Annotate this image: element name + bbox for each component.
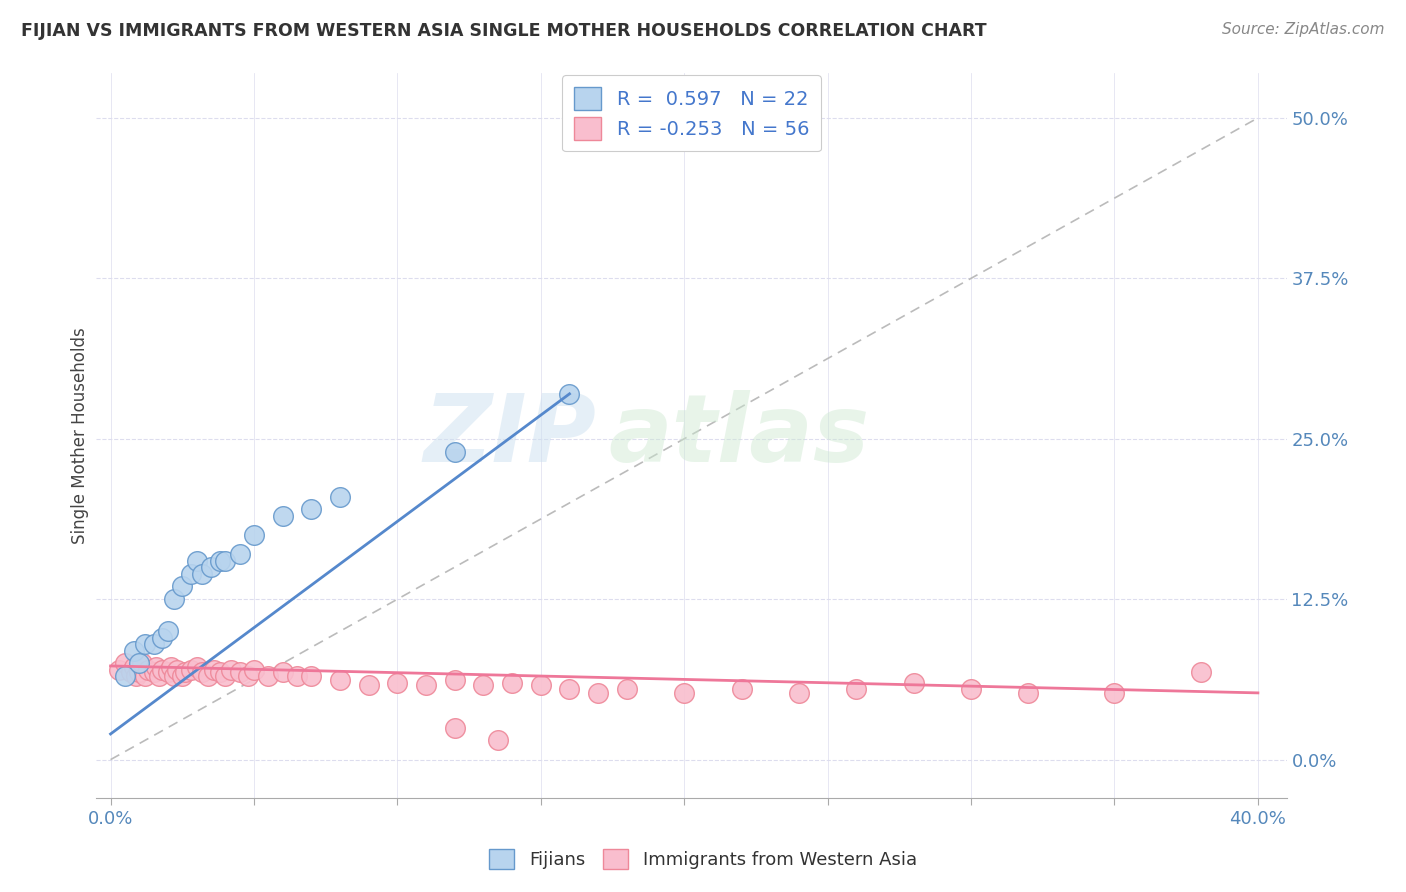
Point [186,554,208,568]
Point [357,678,380,692]
Point [558,681,581,696]
Point [150,663,173,677]
Point [903,675,925,690]
Point [243,528,266,542]
Point [114,669,136,683]
Point [186,660,208,674]
Point [257,669,280,683]
Point [219,663,242,677]
Point [128,665,150,680]
Point [329,673,352,687]
Point [174,665,197,680]
Point [156,624,179,639]
Point [156,665,179,680]
Point [787,686,810,700]
Point [673,686,696,700]
Point [387,675,409,690]
Text: atlas: atlas [607,390,869,482]
Point [142,665,165,680]
Point [202,663,225,677]
Point [443,673,465,687]
Point [191,665,214,680]
Point [136,663,159,677]
Point [243,663,266,677]
Point [172,669,194,683]
Point [228,665,250,680]
Point [180,566,202,581]
Legend: Fijians, Immigrants from Western Asia: Fijians, Immigrants from Western Asia [479,839,927,879]
Point [299,502,322,516]
Point [299,669,322,683]
Point [191,566,214,581]
Point [730,681,752,696]
Point [960,681,983,696]
Point [200,560,222,574]
Point [415,678,437,692]
Point [472,678,495,692]
Point [142,637,165,651]
Point [486,733,509,747]
Point [131,657,153,671]
Point [616,681,638,696]
Point [148,669,170,683]
Point [501,675,523,690]
Point [197,669,219,683]
Point [228,547,250,561]
Point [271,508,294,523]
Point [271,665,294,680]
Text: Source: ZipAtlas.com: Source: ZipAtlas.com [1222,22,1385,37]
Point [180,663,202,677]
Point [122,643,145,657]
Point [163,592,186,607]
Point [1104,686,1126,700]
Point [208,665,231,680]
Point [586,686,609,700]
Point [214,669,236,683]
Point [329,490,352,504]
Point [443,444,465,458]
Point [285,669,308,683]
Point [238,669,260,683]
Point [114,657,136,671]
Point [145,660,167,674]
Text: FIJIAN VS IMMIGRANTS FROM WESTERN ASIA SINGLE MOTHER HOUSEHOLDS CORRELATION CHAR: FIJIAN VS IMMIGRANTS FROM WESTERN ASIA S… [21,22,987,40]
Point [120,665,142,680]
Point [1189,665,1212,680]
Point [122,660,145,674]
Point [125,669,148,683]
Y-axis label: Single Mother Households: Single Mother Households [72,327,89,544]
Text: ZIP: ZIP [423,390,596,482]
Point [1017,686,1039,700]
Point [172,579,194,593]
Point [163,669,186,683]
Legend: R =  0.597   N = 22, R = -0.253   N = 56: R = 0.597 N = 22, R = -0.253 N = 56 [562,76,821,152]
Point [150,631,173,645]
Point [530,678,553,692]
Point [134,669,156,683]
Point [214,554,236,568]
Point [159,660,181,674]
Point [166,663,188,677]
Point [128,657,150,671]
Point [208,554,231,568]
Point [558,387,581,401]
Point [443,721,465,735]
Point [108,663,131,677]
Point [134,637,156,651]
Point [845,681,868,696]
